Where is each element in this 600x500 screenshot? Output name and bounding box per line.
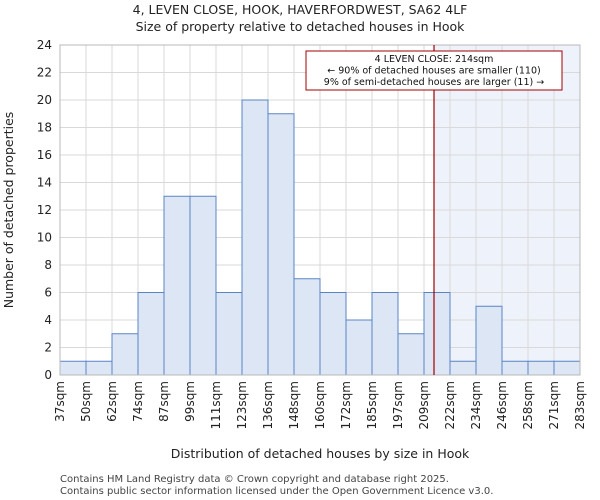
y-tick-label: 16 bbox=[37, 148, 52, 162]
footer-line-2: Contains public sector information licen… bbox=[60, 486, 493, 497]
bar bbox=[111, 333, 139, 376]
annotation-line: 4 LEVEN CLOSE: 214sqm bbox=[375, 54, 494, 65]
annotation-line: ← 90% of detached houses are smaller (11… bbox=[327, 66, 540, 77]
x-tick-label: 246sqm bbox=[495, 381, 509, 429]
x-tick-label: 123sqm bbox=[235, 381, 249, 429]
chart-title: 4, LEVEN CLOSE, HOOK, HAVERFORDWEST, SA6… bbox=[133, 2, 468, 17]
x-tick-label: 185sqm bbox=[365, 381, 379, 429]
bar bbox=[423, 292, 451, 376]
x-tick-label: 74sqm bbox=[131, 381, 145, 422]
x-tick-label: 37sqm bbox=[53, 381, 67, 422]
bar bbox=[163, 195, 191, 376]
bar bbox=[319, 292, 347, 376]
x-tick-label: 148sqm bbox=[287, 381, 301, 429]
bar bbox=[241, 99, 269, 376]
x-tick-label: 62sqm bbox=[105, 381, 119, 422]
bar bbox=[137, 292, 165, 376]
x-tick-label: 258sqm bbox=[521, 381, 535, 429]
x-tick-label: 99sqm bbox=[183, 381, 197, 422]
x-tick-label: 111sqm bbox=[209, 381, 223, 429]
x-tick-label: 271sqm bbox=[547, 381, 561, 429]
bar bbox=[59, 360, 87, 376]
y-tick-label: 6 bbox=[44, 286, 52, 300]
bar bbox=[85, 360, 113, 376]
chart-subtitle: Size of property relative to detached ho… bbox=[136, 19, 466, 34]
y-tick-label: 22 bbox=[37, 66, 52, 80]
bar bbox=[449, 360, 477, 376]
bar bbox=[527, 360, 555, 376]
x-tick-label: 234sqm bbox=[469, 381, 483, 429]
plot-frame bbox=[59, 44, 581, 376]
x-axis-label: Distribution of detached houses by size … bbox=[171, 446, 470, 461]
y-tick-label: 4 bbox=[44, 313, 52, 327]
bar bbox=[475, 305, 503, 376]
annotation-box bbox=[305, 50, 563, 91]
y-tick-label: 12 bbox=[37, 203, 52, 217]
bar bbox=[501, 360, 529, 376]
x-tick-label: 222sqm bbox=[443, 381, 457, 429]
y-tick-label: 2 bbox=[44, 341, 52, 355]
x-tick-label: 283sqm bbox=[573, 381, 587, 429]
bar bbox=[553, 360, 581, 376]
footer-line-1: Contains HM Land Registry data © Crown c… bbox=[60, 474, 449, 485]
bar bbox=[267, 113, 295, 376]
x-tick-label: 50sqm bbox=[79, 381, 93, 422]
y-tick-label: 10 bbox=[37, 231, 52, 245]
bar bbox=[345, 319, 373, 376]
y-tick-label: 0 bbox=[44, 368, 52, 382]
y-tick-label: 24 bbox=[37, 38, 52, 52]
x-tick-label: 172sqm bbox=[339, 381, 353, 429]
x-tick-label: 209sqm bbox=[417, 381, 431, 429]
y-axis-label: Number of detached properties bbox=[1, 112, 16, 309]
y-tick-label: 20 bbox=[37, 93, 52, 107]
bar bbox=[215, 292, 243, 376]
x-tick-label: 160sqm bbox=[313, 381, 327, 429]
y-tick-label: 8 bbox=[44, 258, 52, 272]
x-tick-label: 87sqm bbox=[157, 381, 171, 422]
x-tick-label: 197sqm bbox=[391, 381, 405, 429]
x-tick-label: 136sqm bbox=[261, 381, 275, 429]
bar bbox=[371, 292, 399, 376]
y-tick-label: 18 bbox=[37, 121, 52, 135]
bar bbox=[293, 278, 321, 376]
bar bbox=[189, 195, 217, 376]
bar bbox=[397, 333, 425, 376]
annotation-line: 9% of semi-detached houses are larger (1… bbox=[324, 77, 544, 88]
y-tick-label: 14 bbox=[37, 176, 52, 190]
